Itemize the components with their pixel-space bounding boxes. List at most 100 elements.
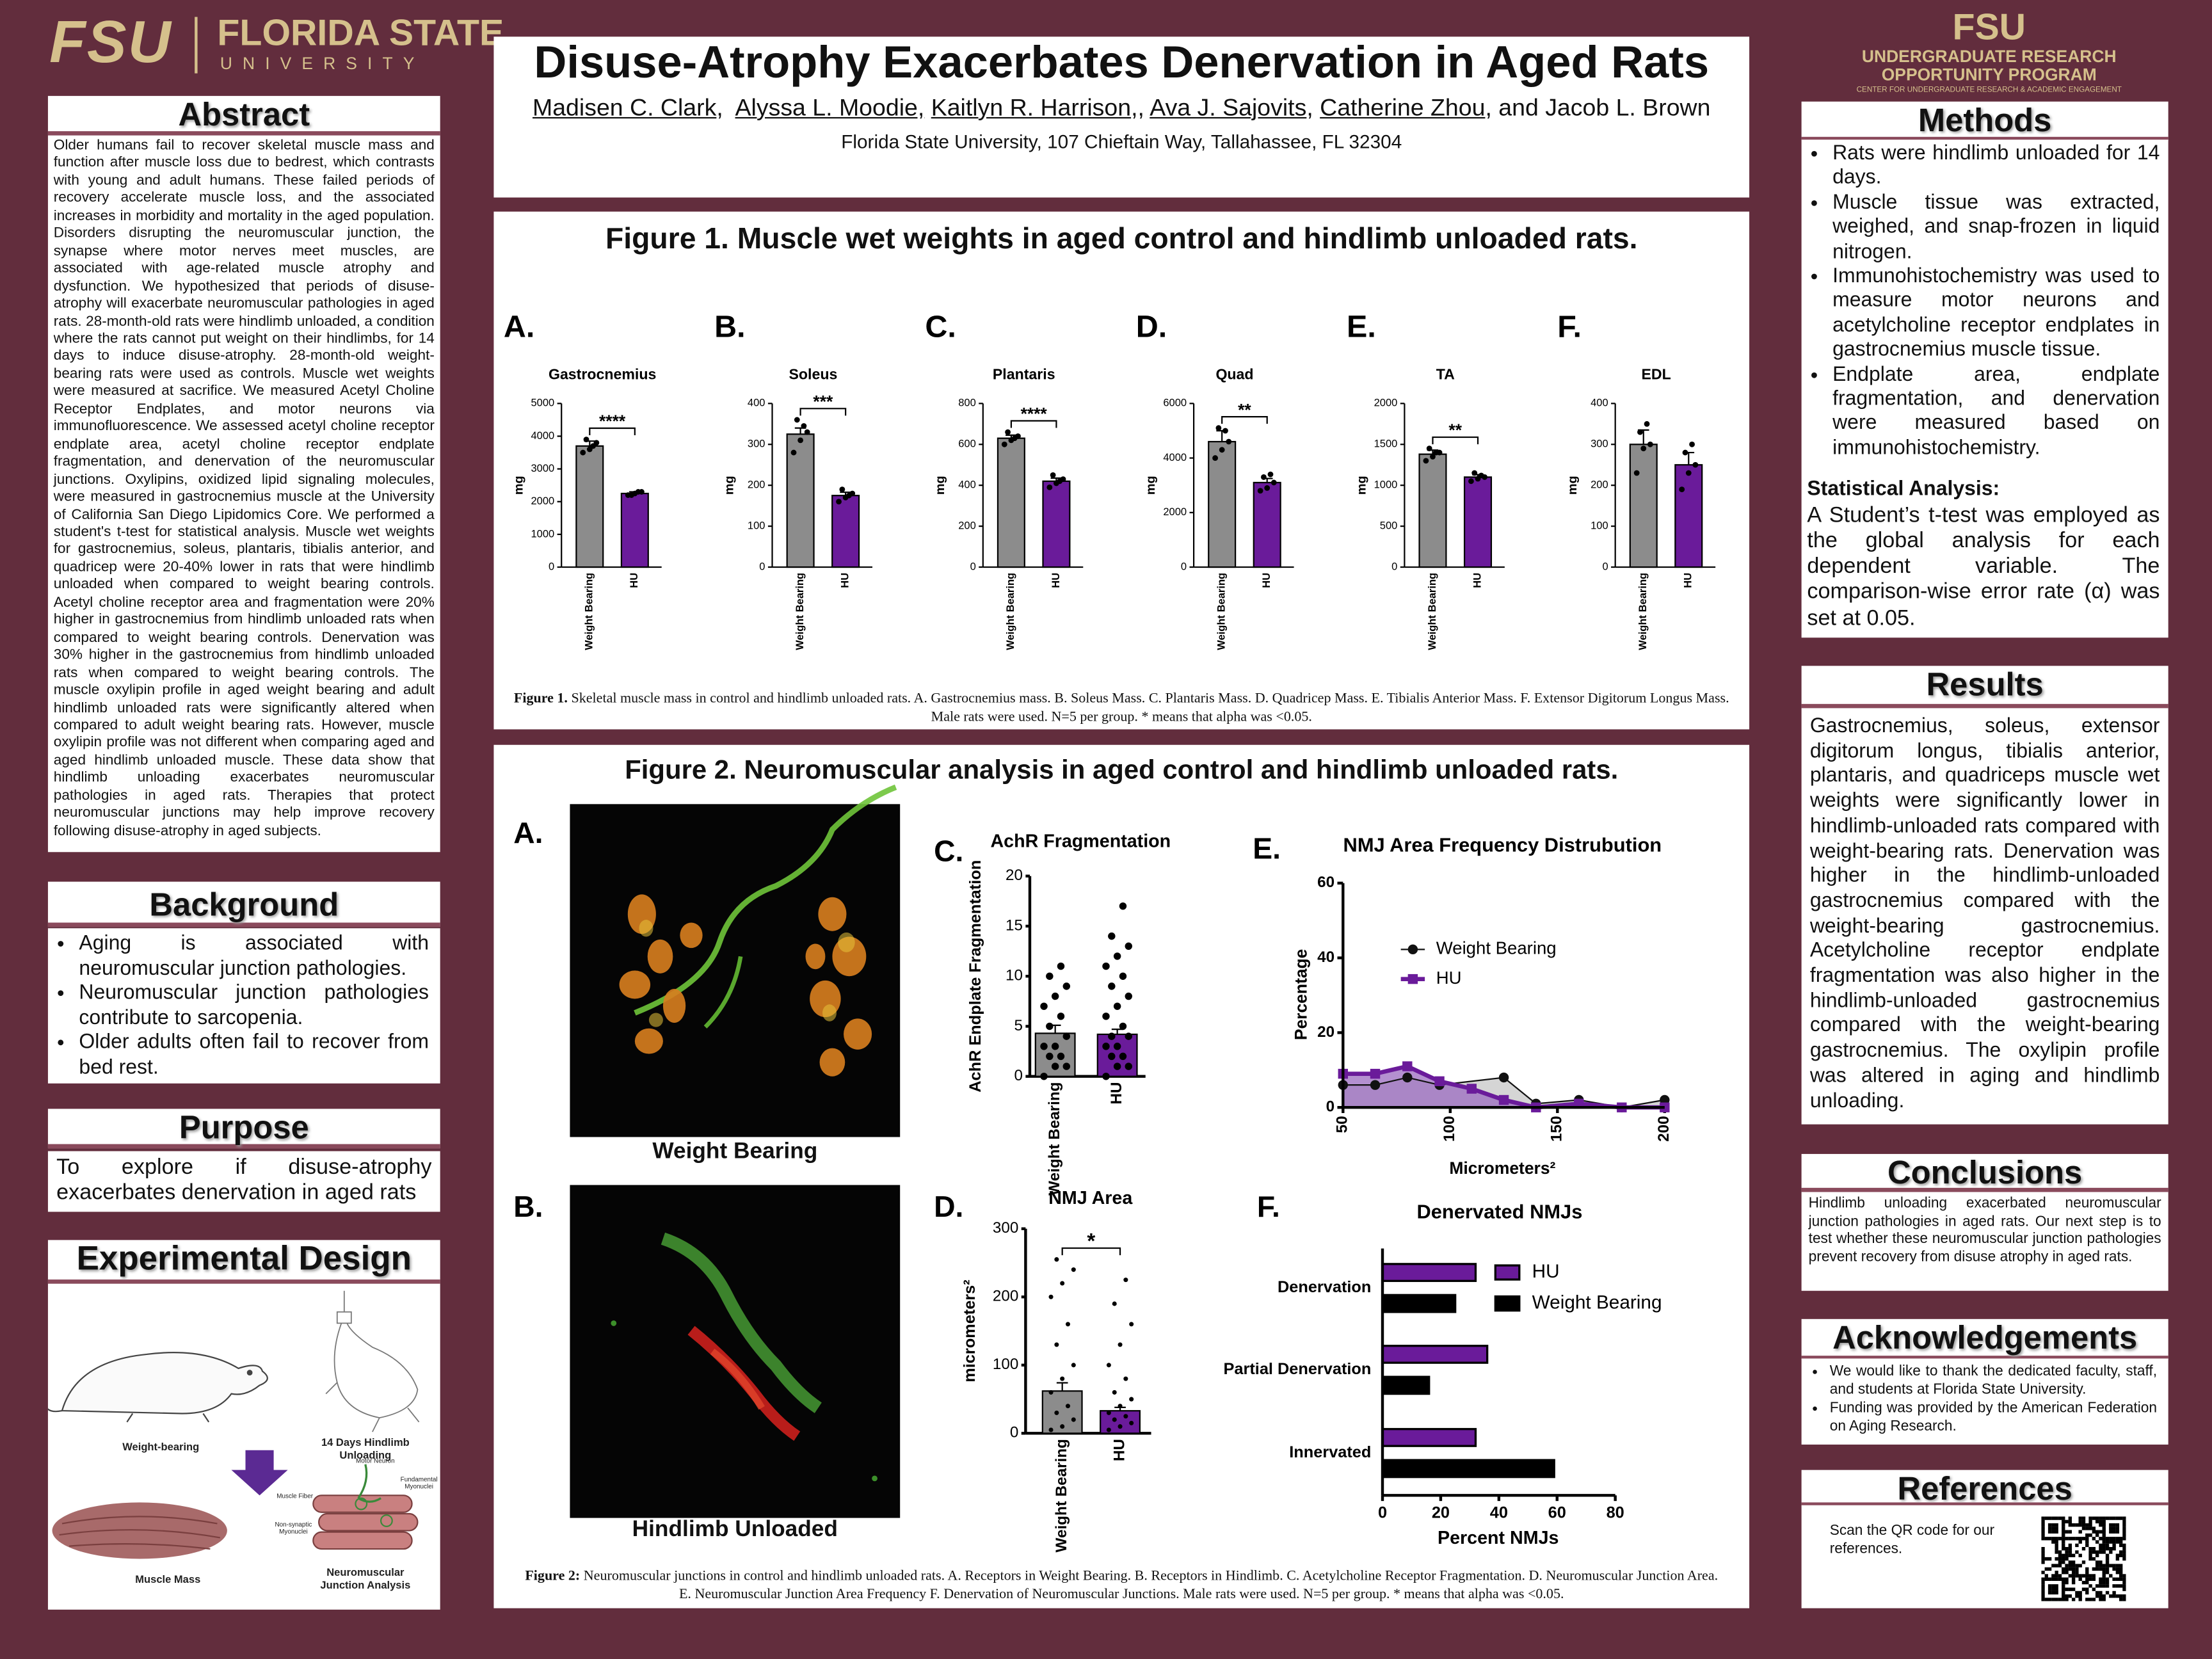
figure-title: Figure 1. Muscle wet weights in aged con… [605,223,1638,255]
qr-module [2115,1540,2120,1544]
data-point [804,429,810,435]
qr-module [2048,1530,2052,1534]
bullet: Immunohistochemistry was used to measure… [1832,265,2160,363]
x-tick-label: 150 [1548,1116,1566,1141]
qr-module [2095,1560,2099,1564]
acknowledgements-body: We would like to thank the dedicated fac… [1801,1358,2168,1445]
qr-module [2055,1546,2058,1551]
qr-module [2092,1598,2096,1601]
abstract-text: Older humans fail to recover skeletal mu… [47,135,440,853]
qr-module [2044,1577,2048,1582]
qr-module [2115,1557,2120,1561]
qr-module [2051,1587,2055,1591]
qr-module [2048,1567,2052,1571]
qr-module [2068,1543,2072,1548]
qr-module [2058,1574,2062,1578]
data-point [1261,474,1267,480]
data-point [1125,1062,1132,1070]
design-label: Weight-bearing [122,1440,200,1454]
qr-module [2078,1574,2082,1578]
section-heading: Abstract [47,95,440,136]
qr-module [2099,1594,2103,1598]
qr-module [2102,1523,2106,1527]
data-point [1046,484,1053,490]
section-heading: Purpose [47,1109,440,1149]
qr-module [2105,1540,2110,1544]
data-point [1048,1390,1054,1395]
figure2-box: A. B. C. AchR Fragmentation AchR Endplate Fr… [493,744,1750,1608]
y-tick-label: 0 [1602,560,1608,572]
qr-module [2095,1584,2099,1588]
data-point [1051,992,1059,1000]
qr-module [2058,1553,2062,1557]
qr-module [2099,1584,2103,1588]
section-heading: Conclusions [1801,1153,2168,1192]
qr-module [2105,1580,2110,1585]
y-tick-label: 2000 [1374,397,1398,409]
stats-text: A Student’s t-test was employed as the g… [1807,503,2160,630]
qr-module [2105,1546,2110,1551]
bar [1381,1459,1555,1479]
y-tick-label: Innervated [1289,1443,1371,1461]
section-heading: Acknowledgements [1801,1318,2168,1360]
qr-module [2115,1577,2120,1582]
qr-module [2041,1516,2045,1520]
point [1402,1061,1413,1071]
x-tick-label: HU [1110,1439,1128,1461]
section-heading: Experimental Design [47,1240,440,1284]
qr-module [2102,1537,2106,1541]
data-point [1257,488,1263,494]
qr-module [2112,1530,2116,1534]
qr-module [2109,1564,2113,1567]
line [1343,1064,1665,1110]
qr-module [2058,1550,2062,1554]
bar [1674,464,1703,568]
qr-module [2105,1577,2110,1582]
bar [620,492,649,568]
x-tick-label: 60 [1548,1504,1566,1522]
panel-letter: C. [925,309,956,344]
data-point [1011,435,1018,442]
qr-module [2065,1537,2069,1541]
legend-label: Weight Bearing [1436,938,1557,958]
data-point [1471,470,1478,476]
data-point [1478,472,1484,479]
qr-module [2102,1530,2106,1534]
qr-module [2055,1527,2058,1530]
y-axis-label: Percentage [1291,949,1310,1041]
qr-module [2071,1598,2076,1601]
chart-title: TA [1436,365,1455,382]
qr-module [2062,1580,2065,1585]
qr-module [2122,1598,2126,1601]
legend-swatch [1494,1264,1521,1281]
data-point [1106,1363,1111,1368]
design-body: Weight-bearing 14 Days Hindlimb Unloadin… [47,1283,440,1610]
qr-module [2092,1557,2096,1561]
qr-module [2119,1564,2123,1567]
qr-module [2075,1571,2079,1575]
qr-module [2085,1543,2089,1548]
purpose-text: To explore if disuse-atrophy exacerbates… [47,1151,440,1212]
qr-module [2112,1523,2116,1527]
y-tick-label: 100 [993,1356,1018,1373]
caption-label: Figure 1. [513,691,568,707]
qr-module [2048,1523,2052,1527]
bar [786,433,815,568]
qr-module [2055,1550,2058,1554]
data-point [1426,445,1432,452]
y-tick-label: 2000 [531,495,554,507]
qr-module [2102,1577,2106,1582]
bullet: Endplate area, endplate fragmentation, a… [1832,364,2160,461]
bar [1381,1375,1431,1395]
qr-module [2085,1591,2089,1595]
design-small-label: Muscle Fiber [276,1492,314,1500]
qr-module [2088,1577,2092,1582]
y-tick-label: 200 [748,479,765,491]
qr-module [2102,1580,2106,1585]
conclusions-text: Hindlimb unloading exacerbated neuromusc… [1801,1192,2168,1291]
legend-label: Weight Bearing [1532,1292,1662,1313]
point [1466,1084,1477,1094]
x-tick-label: HU [1108,1082,1125,1105]
x-tick-label: HU [1260,573,1272,588]
